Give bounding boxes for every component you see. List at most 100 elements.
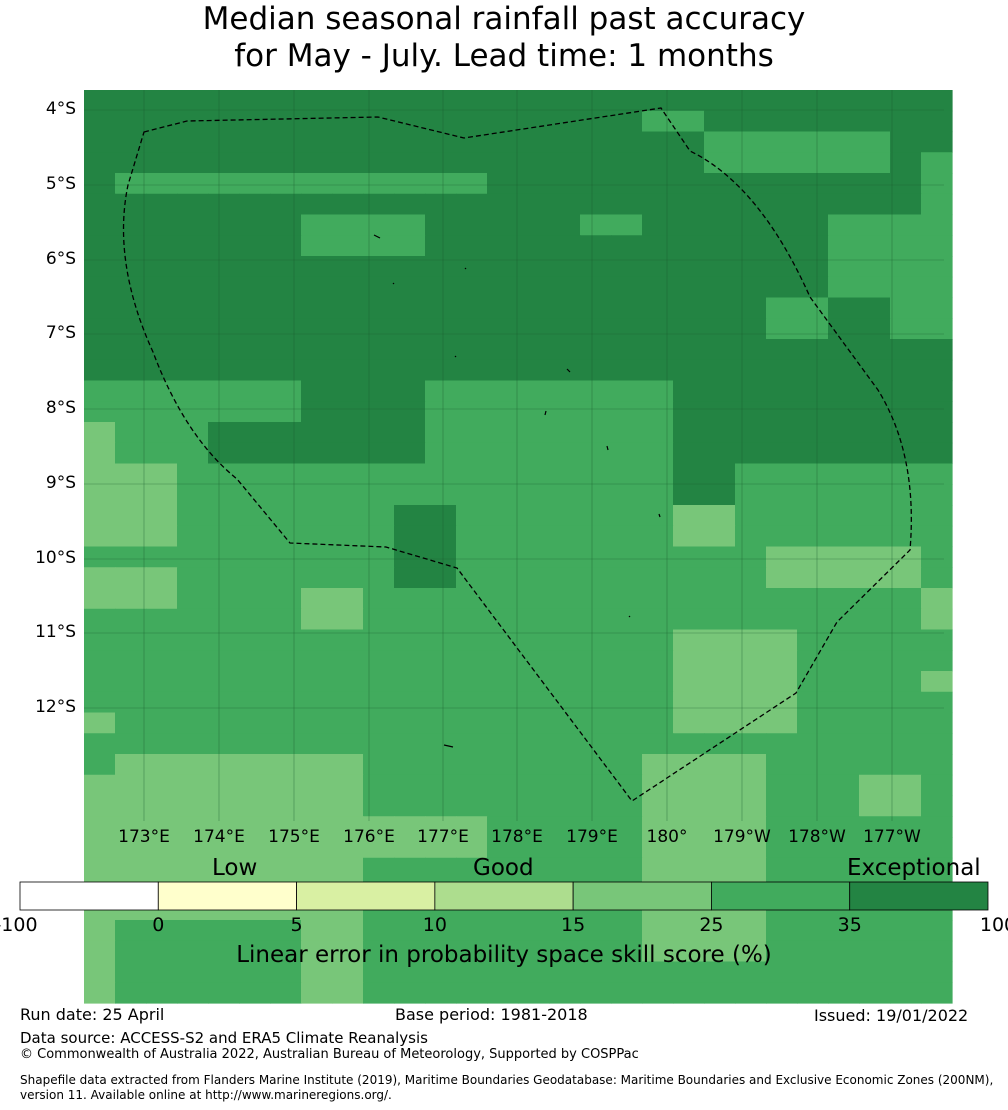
grid-cell	[766, 857, 798, 880]
grid-cell	[146, 940, 178, 963]
grid-cell	[921, 442, 953, 465]
grid-cell	[735, 297, 767, 319]
grid-cell	[580, 629, 612, 651]
grid-cell	[363, 546, 395, 568]
grid-cell	[363, 691, 395, 714]
grid-cell	[921, 795, 953, 817]
base-period: Base period: 1981-2018	[395, 1005, 588, 1024]
grid-cell	[890, 795, 922, 817]
grid-cell	[797, 131, 829, 153]
grid-cell	[208, 359, 240, 382]
grid-cell	[766, 256, 798, 278]
grid-cell	[115, 235, 147, 257]
grid-cell	[177, 422, 209, 444]
grid-cell	[518, 484, 550, 506]
grid-cell	[611, 173, 643, 195]
map-title-line-2: for May - July. Lead time: 1 months	[234, 38, 774, 74]
grid-cell	[518, 214, 550, 236]
grid-cell	[921, 816, 953, 838]
grid-cell	[580, 837, 612, 859]
grid-cell	[332, 837, 364, 859]
grid-cell	[394, 422, 426, 444]
grid-cell	[301, 90, 333, 112]
grid-cell	[673, 505, 705, 527]
grid-cell	[797, 940, 829, 963]
grid-cell	[642, 754, 674, 776]
grid-cell	[828, 276, 860, 299]
grid-cell	[735, 422, 767, 444]
grid-cell	[828, 401, 860, 423]
grid-cell	[859, 961, 891, 983]
grid-cell	[425, 940, 457, 963]
grid-cell	[735, 920, 767, 942]
grid-cell	[239, 567, 271, 589]
grid-cell	[704, 691, 736, 714]
grid-cell	[394, 546, 426, 568]
grid-cell	[859, 691, 891, 714]
grid-cell	[797, 961, 829, 983]
grid-cell	[828, 795, 860, 817]
grid-cell	[921, 754, 953, 776]
grid-cell	[456, 463, 488, 485]
grid-cell	[84, 256, 116, 278]
grid-cell	[580, 463, 612, 485]
grid-cell	[239, 733, 271, 755]
grid-cell	[859, 131, 891, 153]
grid-cell	[797, 90, 829, 112]
grid-cell	[208, 691, 240, 714]
grid-cell	[146, 795, 178, 817]
grid-cell	[363, 712, 395, 734]
grid-cell	[642, 214, 674, 236]
grid-cell	[425, 505, 457, 527]
grid-cell	[642, 774, 674, 797]
grid-cell	[673, 733, 705, 755]
grid-cell	[332, 152, 364, 174]
grid-cell	[456, 546, 488, 568]
grid-cell	[580, 276, 612, 299]
grid-cell	[549, 961, 581, 983]
grid-cell	[146, 90, 178, 112]
grid-cell	[332, 318, 364, 340]
grid-cell	[735, 256, 767, 278]
grid-cell	[828, 193, 860, 216]
grid-cell	[487, 712, 519, 734]
grid-cell	[394, 712, 426, 734]
grid-cell	[239, 857, 271, 880]
grid-cell	[115, 380, 147, 402]
grid-cell	[828, 712, 860, 734]
grid-cell	[735, 774, 767, 797]
grid-cell	[580, 339, 612, 361]
grid-cell	[394, 463, 426, 485]
grid-cell	[704, 546, 736, 568]
grid-cell	[146, 297, 178, 319]
grid-cell	[642, 940, 674, 963]
grid-cell	[425, 235, 457, 257]
grid-cell	[487, 629, 519, 651]
grid-cell	[735, 318, 767, 340]
grid-cell	[177, 795, 209, 817]
grid-cell	[611, 256, 643, 278]
grid-cell	[270, 671, 302, 693]
grid-cell	[797, 754, 829, 776]
grid-cell	[549, 422, 581, 444]
shapefile-credit-line-1: Shapefile data extracted from Flanders M…	[20, 1073, 994, 1087]
grid-cell	[673, 754, 705, 776]
grid-cell	[146, 525, 178, 548]
grid-cell	[332, 235, 364, 257]
grid-cell	[673, 671, 705, 693]
grid-cell	[487, 774, 519, 797]
grid-cell	[456, 671, 488, 693]
grid-cell	[146, 650, 178, 672]
grid-cell	[735, 214, 767, 236]
grid-cell	[239, 774, 271, 797]
colorbar-segment	[711, 881, 851, 911]
grid-cell	[549, 816, 581, 838]
grid-cell	[487, 650, 519, 672]
grid-cell	[208, 193, 240, 216]
grid-cell	[704, 505, 736, 527]
grid-cell	[890, 650, 922, 672]
grid-cell	[332, 359, 364, 382]
grid-cell	[270, 152, 302, 174]
grid-cell	[704, 401, 736, 423]
grid-cell	[84, 754, 116, 776]
